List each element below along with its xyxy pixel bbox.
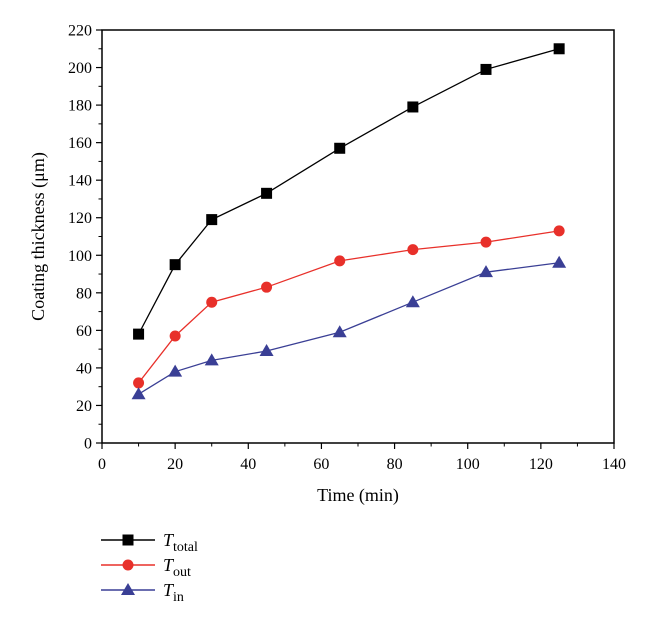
y-tick-label: 100 (68, 248, 92, 265)
data-point (168, 364, 183, 377)
series-line (138, 262, 560, 395)
data-point (206, 214, 218, 226)
data-point (334, 255, 346, 267)
series-layer (131, 43, 567, 400)
y-tick-label: 20 (76, 398, 92, 415)
data-point (169, 259, 181, 271)
x-tick-label: 120 (529, 456, 553, 473)
series-line (137, 48, 560, 335)
x-tick-label: 60 (313, 456, 329, 473)
series-line (138, 230, 560, 384)
y-tick-label: 140 (68, 173, 92, 190)
x-tick-label: 140 (602, 456, 626, 473)
x-axis-title: Time (min) (317, 485, 399, 506)
legend-marker (122, 559, 134, 571)
y-tick-label: 120 (68, 210, 92, 227)
x-tick-label: 0 (98, 456, 106, 473)
legend-label: Ttotal (163, 530, 198, 555)
legend-label: Tout (163, 555, 191, 580)
data-point (407, 101, 419, 113)
series-Tin (131, 255, 567, 400)
data-point (553, 43, 565, 55)
data-point (480, 236, 492, 248)
data-point (479, 265, 493, 278)
x-tick-label: 80 (387, 456, 403, 473)
x-tick-label: 100 (456, 456, 480, 473)
y-tick-label: 200 (68, 60, 92, 77)
data-point (552, 255, 567, 268)
legend-marker (122, 534, 134, 546)
data-point (131, 387, 146, 400)
data-point (261, 187, 273, 199)
axis-ticks: 0 20 40 60 80 100 120 140 0 20 40 60 80 100 120 140 160 1… (68, 23, 626, 474)
legend-item: Ttotal (101, 530, 198, 555)
data-point (332, 325, 347, 338)
y-tick-label: 80 (76, 285, 92, 302)
series-Tout (133, 225, 565, 389)
plot-frame (101, 29, 615, 444)
y-tick-label: 160 (68, 135, 92, 152)
x-tick-label: 40 (240, 456, 256, 473)
x-tick-label: 20 (167, 456, 183, 473)
data-point (405, 295, 420, 308)
legend-item: Tin (101, 580, 184, 605)
data-point (553, 225, 565, 237)
y-tick-label: 180 (68, 98, 92, 115)
legend-item: Tout (101, 555, 191, 580)
data-point (206, 296, 218, 308)
data-point (133, 377, 145, 389)
series-Ttotal (133, 43, 565, 340)
data-point (261, 281, 273, 293)
legend-label: Tin (163, 580, 184, 605)
y-tick-label: 60 (76, 323, 92, 340)
data-point (259, 344, 274, 357)
legend-marker (121, 583, 135, 595)
data-point (334, 142, 346, 154)
y-tick-label: 220 (68, 23, 92, 40)
y-tick-label: 40 (76, 360, 92, 377)
y-axis-title: Coating thickness (μm) (28, 152, 49, 321)
y-tick-label: 0 (84, 436, 92, 453)
data-point (133, 328, 145, 340)
data-point (204, 353, 219, 366)
data-point (407, 244, 419, 256)
data-point (480, 63, 492, 75)
data-point (169, 330, 181, 342)
